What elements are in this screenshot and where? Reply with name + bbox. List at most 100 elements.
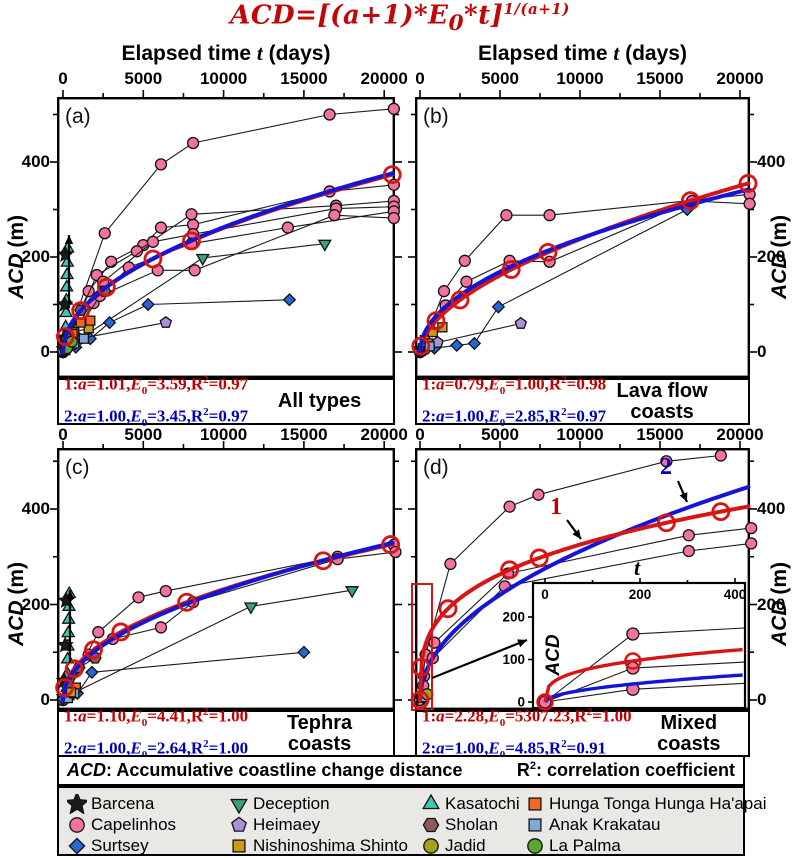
- legend-item-barcena: Barcena: [67, 794, 154, 814]
- r2-definition: R2: correlation coefficient: [516, 760, 735, 780]
- star-icon: [67, 794, 87, 814]
- legend-item-deception: Deception: [229, 794, 330, 814]
- annotation-box-c: 1:a=1.10,E0=4.41,R2=1.00 2:a=1.00,E0=2.6…: [57, 706, 395, 761]
- svg-text:(a): (a): [65, 105, 91, 128]
- y-tick-label: 400: [21, 152, 50, 171]
- legend-label: Jadid: [445, 836, 486, 855]
- x-tick-labels-top: 0 5000 10000 15000 20000 0 5000 10000 15000 20000: [0, 69, 800, 89]
- y-tick-label: 400: [21, 499, 50, 518]
- svg-text:400: 400: [724, 587, 747, 602]
- x-tick-label: 15000: [280, 69, 328, 88]
- panel-a-plot: (a): [50, 90, 402, 385]
- fit2-params-a: 2:a=1.00,E0=3.45,R2=0.97: [64, 405, 249, 429]
- figure-title-formula: ACD=[(a+1)*E0*t]1/(a+1): [230, 0, 570, 36]
- x-tick-label: 5000: [481, 69, 519, 88]
- y-tick-label: 400: [757, 499, 786, 518]
- legend-label: Surtsey: [91, 836, 149, 855]
- y-tick-label: 0: [757, 690, 767, 709]
- y-tick-label: 200: [21, 594, 50, 614]
- legend-item-capelinhos: Capelinhos: [67, 815, 176, 835]
- x-tick-label: 10000: [199, 425, 248, 444]
- legend-label: Barcena: [91, 794, 155, 813]
- hexagon-icon: [422, 817, 440, 833]
- legend-label: La Palma: [549, 836, 621, 855]
- y-tick-label: 400: [757, 152, 786, 171]
- legend-item-heimaey: Heimaey: [229, 815, 320, 835]
- y-tick-label: 200: [21, 247, 50, 266]
- annotation-box-d: 1:a=2.28,E0=5307.23,R2=1.00 2:a=1.00,E0=…: [415, 706, 750, 761]
- legend-item-surtsey: Surtsey: [67, 836, 149, 856]
- x-tick-label: 5000: [481, 425, 519, 444]
- legend-item-sholan: Sholan: [421, 815, 498, 835]
- x-axis-title-left: Elapsed time t (days): [121, 41, 331, 65]
- x-tick-labels-middle: 0 5000 10000 15000 20000 0 5000 10000 15000 20000: [0, 425, 800, 445]
- svg-text:(b): (b): [423, 105, 449, 128]
- x-tick-label: 0: [415, 69, 425, 88]
- y-axis-title-right-bottom: ACD (m): [768, 562, 791, 646]
- svg-text:(c): (c): [65, 456, 90, 479]
- legend-label: Sholan: [445, 815, 498, 834]
- fit2-params-d: 2:a=1.00,E0=4.85,R2=0.91: [422, 737, 607, 761]
- fit1-params-d: 1:a=2.28,E0=5307.23,R2=1.00: [422, 706, 632, 730]
- legend-label: Kasatochi: [445, 794, 520, 813]
- x-tick-label: 5000: [124, 69, 163, 88]
- svg-text:0: 0: [541, 587, 549, 602]
- x-axis-title-right: Elapsed time t (days): [478, 41, 687, 65]
- circle-icon: [423, 838, 439, 854]
- fit2-params-c: 2:a=1.00,E0=2.64,R2=1.00: [64, 737, 249, 761]
- x-tick-label: 20000: [716, 425, 764, 444]
- legend-item-kasatochi: Kasatochi: [421, 794, 520, 814]
- x-tick-label: 10000: [199, 69, 248, 88]
- circle-icon: [69, 817, 85, 833]
- legend-label: Hunga Tonga Hunga Ha'apai: [549, 794, 767, 813]
- y-axis-title-left-top: ACD (m): [5, 215, 28, 299]
- svg-text:2: 2: [660, 454, 672, 480]
- x-tick-label: 20000: [360, 425, 408, 444]
- fit2-params-b: 2:a=1.00,E0=2.85,R2=0.97: [422, 405, 607, 429]
- x-tick-label: 0: [58, 425, 68, 444]
- definitions-bar: ACD: Accumulative coastline change dista…: [57, 755, 745, 786]
- legend-item-jadid: Jadid: [421, 836, 486, 856]
- x-tick-label: 10000: [556, 425, 604, 444]
- svg-text:0: 0: [517, 695, 525, 710]
- panel-d-plot: 1 2 0 200 400 0 100 200 ACD t (d): [408, 441, 758, 717]
- x-tick-label: 10000: [556, 69, 604, 88]
- svg-text:(d): (d): [423, 456, 449, 479]
- diamond-icon: [68, 837, 86, 855]
- legend-item-la-palma: La Palma: [525, 836, 621, 856]
- x-tick-label: 20000: [716, 69, 764, 88]
- triangle-down-icon: [230, 798, 248, 814]
- fit1-params-a: 1:a=1.01,E0=3.59,R2=0.97: [64, 374, 249, 398]
- annotation-box-a: 1:a=1.01,E0=3.59,R2=0.97 2:a=1.00,E0=3.4…: [57, 374, 395, 429]
- y-tick-label: 200: [757, 247, 786, 266]
- svg-text:100: 100: [502, 652, 525, 667]
- svg-text:ACD: ACD: [543, 634, 564, 676]
- square-icon: [528, 818, 542, 832]
- legend-box: Barcena Capelinhos Surtsey Deception Heimaey…: [57, 786, 767, 856]
- panel-b-coast-type-label: Lava flow coasts: [616, 379, 708, 423]
- legend-label: Anak Krakatau: [549, 815, 661, 834]
- annotation-box-b: 1:a=0.79,E0=1.00,R2=0.98 2:a=1.00,E0=2.8…: [415, 374, 750, 429]
- panel-c-coast-type-label: Tephra coasts: [286, 711, 353, 755]
- legend-label: Deception: [253, 794, 330, 813]
- acd-definition: ACD: Accumulative coastline change dista…: [67, 760, 463, 780]
- legend-label: Heimaey: [253, 815, 321, 834]
- fit1-params-b: 1:a=0.79,E0=1.00,R2=0.98: [422, 374, 607, 398]
- fit1-params-c: 1:a=1.10,E0=4.41,R2=1.00: [64, 706, 249, 730]
- svg-text:1: 1: [550, 494, 562, 520]
- legend-label: Capelinhos: [91, 815, 177, 834]
- legend-item-anak-krakatau: Anak Krakatau: [525, 815, 661, 835]
- x-tick-label: 0: [415, 425, 425, 444]
- square-icon: [528, 797, 542, 811]
- panel-a-coast-type-label: All types: [277, 390, 362, 412]
- x-tick-label: 15000: [280, 425, 328, 444]
- x-tick-label: 20000: [360, 69, 408, 88]
- svg-text:t: t: [634, 555, 641, 580]
- square-icon: [232, 839, 246, 853]
- x-tick-label: 0: [58, 69, 68, 88]
- y-tick-label: 0: [757, 342, 767, 361]
- y-tick-label: 200: [757, 594, 786, 614]
- y-tick-label: 0: [40, 690, 50, 709]
- legend-item-hunga-tonga-hunga-ha-apai: Hunga Tonga Hunga Ha'apai: [525, 794, 767, 814]
- legend-item-nishinoshima-shinto: Nishinoshima Shinto: [229, 836, 408, 856]
